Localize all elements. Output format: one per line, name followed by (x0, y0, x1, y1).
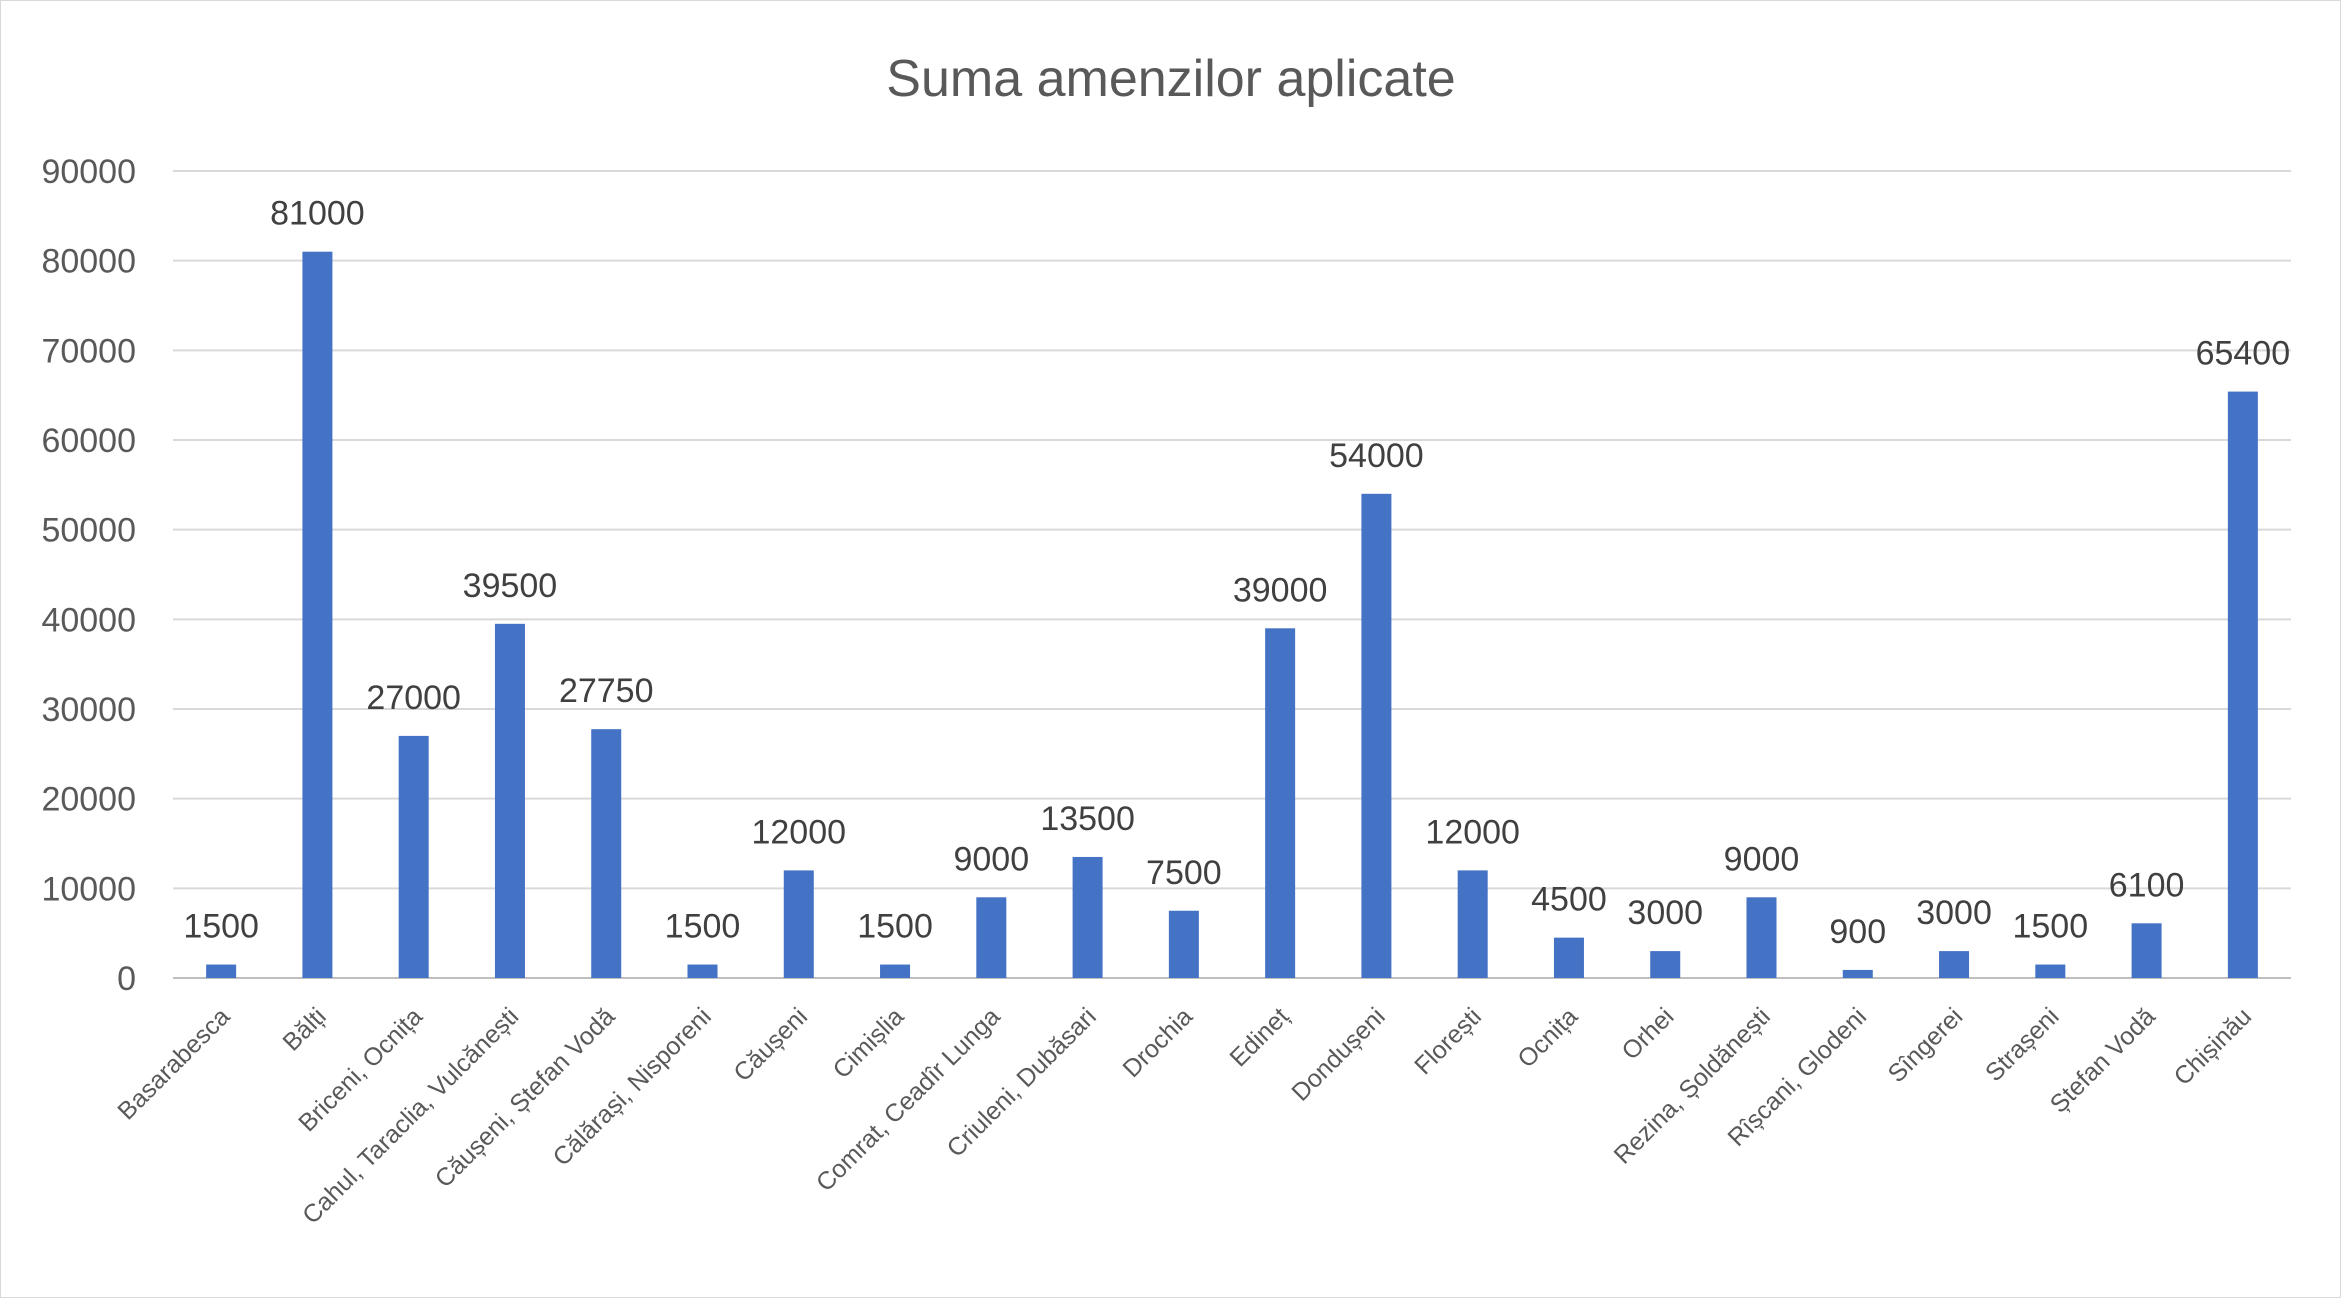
x-tick-label: Bălți (277, 1002, 331, 1056)
data-label: 3000 (1627, 894, 1703, 932)
x-tick-label: Comrat, Ceadîr Lunga (811, 1002, 1006, 1197)
gridlines (173, 170, 2291, 979)
chart-title: Suma amenzilor aplicate (886, 50, 1455, 108)
x-tick-label: Căușeni (728, 1002, 813, 1087)
data-label: 1500 (2012, 908, 2088, 946)
y-tick-label: 0 (117, 960, 136, 998)
data-label: 3000 (1916, 894, 1992, 932)
y-axis-ticks: 0 10000 20000 30000 40000 50000 60000 70000 8000… (41, 153, 136, 998)
data-label: 1500 (665, 908, 741, 946)
data-label: 12000 (1425, 813, 1520, 851)
x-tick-label: Florești (1409, 1002, 1487, 1080)
bar (1457, 870, 1488, 978)
bar (1553, 937, 1584, 978)
bar (2035, 964, 2066, 978)
data-label: 54000 (1329, 437, 1424, 475)
data-label: 1500 (857, 908, 933, 946)
y-tick-label: 40000 (41, 601, 136, 639)
y-tick-label: 20000 (41, 781, 136, 819)
data-label: 4500 (1531, 881, 1607, 919)
bar (1650, 951, 1681, 978)
data-label: 13500 (1040, 800, 1135, 838)
data-label: 9000 (1724, 840, 1800, 878)
bar (687, 964, 718, 978)
data-label: 65400 (2196, 335, 2291, 373)
x-tick-label: Chișinău (2169, 1002, 2258, 1091)
bar (2131, 923, 2162, 978)
y-tick-label: 90000 (41, 153, 136, 191)
data-label: 27000 (366, 679, 461, 717)
x-tick-label: Orhei (1616, 1002, 1679, 1065)
bar (1746, 897, 1777, 978)
y-tick-label: 10000 (41, 870, 136, 908)
bar (1361, 493, 1392, 978)
x-tick-label: Călărași, Nisporeni (548, 1002, 717, 1171)
data-labels: 1500 81000 27000 39500 27750 1500 12000 1500 900… (183, 195, 2290, 951)
y-tick-label: 60000 (41, 422, 136, 460)
y-tick-label: 70000 (41, 332, 136, 370)
x-tick-label: Cimișlia (828, 1002, 910, 1084)
data-label: 27750 (559, 672, 654, 710)
bar (1265, 628, 1296, 978)
x-tick-label: Dondușeni (1286, 1002, 1390, 1106)
data-label: 39000 (1233, 571, 1328, 609)
y-tick-label: 50000 (41, 512, 136, 550)
data-label: 9000 (953, 840, 1029, 878)
bar (398, 735, 429, 978)
x-tick-label: Căușeni, Ștefan Vodă (430, 1002, 621, 1193)
bar (1939, 951, 1970, 978)
bar (1168, 910, 1199, 978)
data-label: 7500 (1146, 854, 1222, 892)
data-label: 39500 (463, 567, 558, 605)
data-label: 900 (1829, 913, 1886, 951)
data-label: 81000 (270, 195, 365, 233)
data-label: 1500 (183, 908, 259, 946)
data-label: 6100 (2109, 866, 2185, 904)
bar (976, 897, 1007, 978)
y-tick-label: 30000 (41, 691, 136, 729)
x-tick-label: Drochia (1117, 1002, 1198, 1083)
bar (2227, 391, 2258, 979)
x-tick-label: Sîngerei (1883, 1002, 1969, 1088)
bar (591, 729, 622, 978)
x-tick-label: Edineț (1224, 1002, 1294, 1072)
bars (206, 251, 2258, 979)
bar (783, 870, 814, 978)
y-tick-label: 80000 (41, 243, 136, 281)
bar (880, 964, 911, 978)
x-tick-label: Basarabesca (112, 1002, 235, 1125)
bar (494, 623, 525, 978)
bar (1842, 969, 1873, 978)
bar (302, 251, 333, 978)
data-label: 12000 (751, 813, 846, 851)
bar (206, 964, 237, 978)
bar (1072, 856, 1103, 978)
x-tick-label: Ocnița (1512, 1002, 1583, 1073)
x-tick-label: Strașeni (1980, 1002, 2065, 1087)
